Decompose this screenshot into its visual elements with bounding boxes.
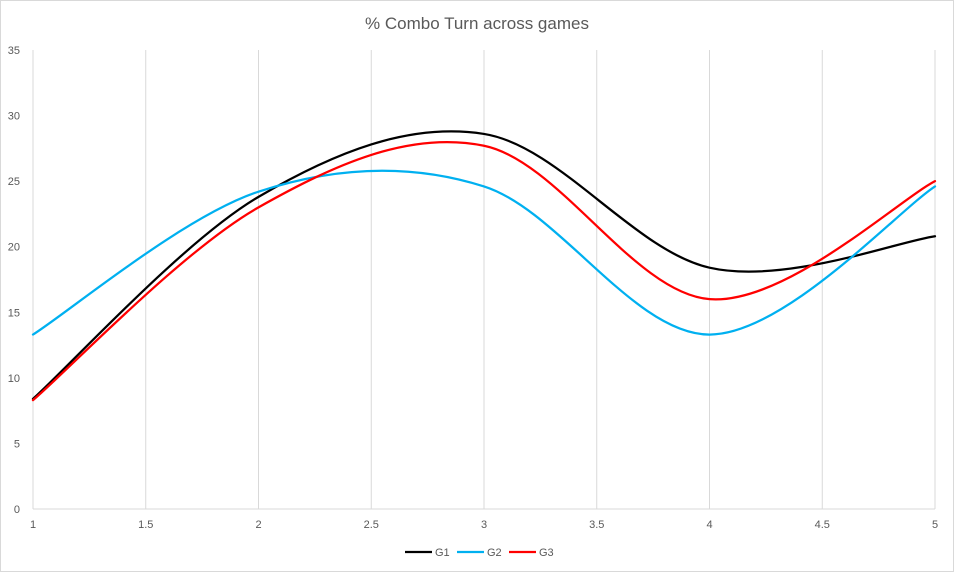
y-tick-label: 0: [14, 504, 20, 516]
legend: G1 G2 G3: [405, 547, 554, 559]
x-axis-ticks: 1 1.5 2 2.5 3 3.5 4 4.5 5: [30, 519, 938, 531]
y-tick-label: 25: [8, 176, 20, 188]
y-tick-label: 5: [14, 438, 20, 450]
y-tick-label: 15: [8, 307, 20, 319]
x-tick-label: 2.5: [364, 519, 379, 531]
legend-label-g1: G1: [435, 547, 450, 559]
x-tick-label: 4.5: [815, 519, 830, 531]
series-line-g3: [31, 140, 937, 402]
x-tick-label: 3: [481, 519, 487, 531]
y-tick-label: 20: [8, 242, 20, 254]
series-line-g2: [31, 169, 937, 336]
x-tick-label: 4: [706, 519, 712, 531]
legend-label-g3: G3: [539, 547, 554, 559]
y-axis-ticks: 0 5 10 15 20 25 30 35: [8, 45, 20, 516]
x-tick-label: 1.5: [138, 519, 153, 531]
x-tick-label: 2: [255, 519, 261, 531]
chart-title: % Combo Turn across games: [365, 14, 589, 33]
y-tick-label: 10: [8, 373, 20, 385]
x-tick-label: 5: [932, 519, 938, 531]
legend-label-g2: G2: [487, 547, 502, 559]
series-lines: [31, 130, 937, 402]
gridlines: [32, 50, 936, 509]
x-tick-label: 3.5: [589, 519, 604, 531]
x-tick-label: 1: [30, 519, 36, 531]
series-line-g1: [31, 130, 937, 400]
y-tick-label: 35: [8, 45, 20, 57]
y-tick-label: 30: [8, 111, 20, 123]
